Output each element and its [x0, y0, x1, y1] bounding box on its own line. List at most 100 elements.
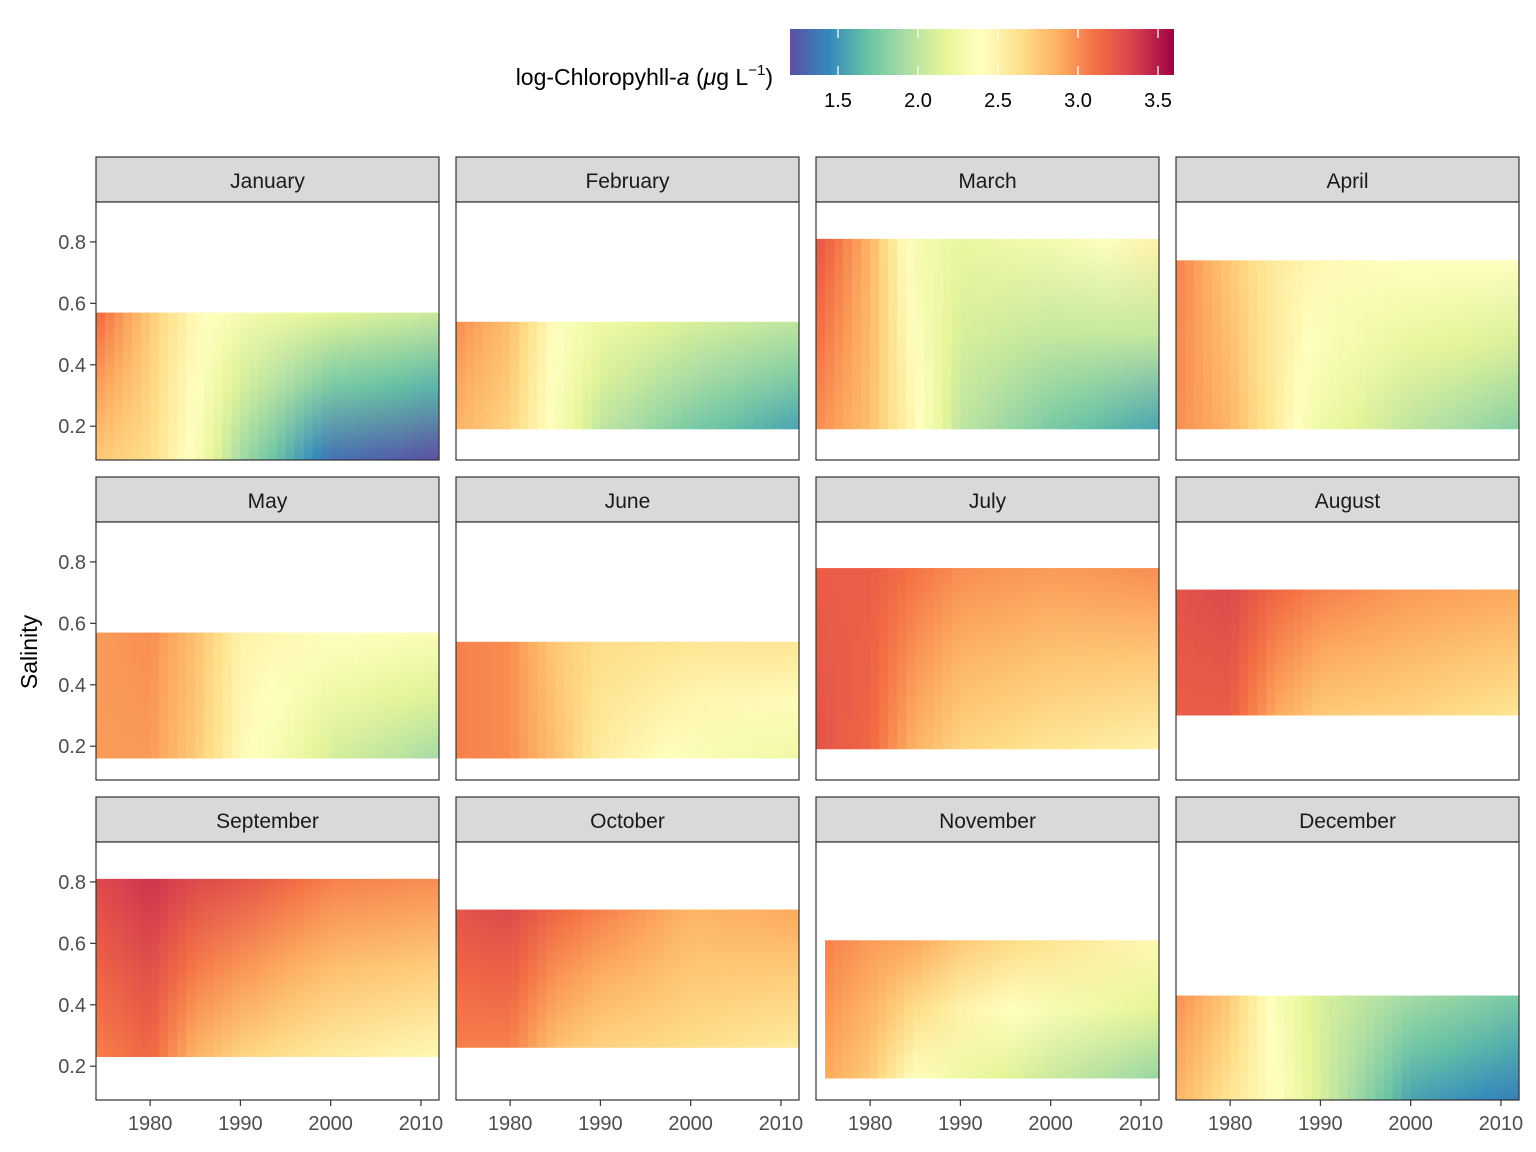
heatmap-cell [1284, 260, 1294, 430]
heatmap-cell [690, 641, 701, 759]
heatmap-cell [366, 632, 377, 759]
x-tick-label: 1980 [488, 1113, 533, 1135]
heatmap-cell [780, 321, 791, 430]
heatmap-cell [1338, 260, 1349, 430]
heatmap-cell [1077, 238, 1088, 430]
heatmap-cell [1032, 238, 1043, 430]
heatmap-cell [330, 878, 341, 1057]
heatmap-cell [312, 632, 323, 759]
heatmap-cell [357, 632, 368, 759]
heatmap-cell [1347, 589, 1358, 716]
heatmap-cell [708, 321, 719, 430]
heatmap-cell [528, 641, 538, 759]
facet-strip [455, 476, 800, 523]
facet-strip [455, 796, 800, 843]
heatmap-cell [960, 568, 971, 750]
heatmap-cell [978, 568, 989, 750]
facet-strip-label: June [605, 490, 651, 513]
x-tick-label: 1990 [218, 1113, 263, 1135]
heatmap-cell [600, 909, 611, 1048]
panel-june: June [455, 476, 800, 781]
heatmap-cell [1482, 260, 1493, 430]
heatmap-cell [1050, 568, 1061, 750]
heatmap-cell [1410, 589, 1421, 716]
heatmap-cell [843, 238, 853, 430]
heatmap-cell [555, 641, 565, 759]
colorbar-tick-label: 2.0 [904, 90, 932, 112]
heatmap-cell [276, 878, 287, 1057]
panel-july: July [815, 476, 1160, 781]
heatmap-cell [159, 878, 169, 1057]
heatmap-cell [942, 238, 952, 430]
heatmap-cell [1509, 589, 1520, 716]
heatmap-cell [1212, 260, 1222, 430]
heatmap-cell [249, 878, 260, 1057]
heatmap-cell [375, 312, 386, 460]
heatmap-cell [861, 568, 871, 750]
heatmap-cell [528, 321, 538, 430]
heatmap-cell [1347, 260, 1358, 430]
heatmap-cell [969, 238, 980, 430]
heatmap-cell [123, 632, 133, 759]
heatmap-cell [1041, 238, 1052, 430]
facet-strip-label: January [230, 170, 305, 193]
colorbar-tick-label: 3.0 [1064, 90, 1092, 112]
y-tick-label: 0.2 [58, 416, 86, 438]
heatmap-cell [555, 321, 565, 430]
heatmap-cell [114, 878, 124, 1057]
heatmap-cell [1104, 568, 1115, 750]
x-tick-label: 1990 [578, 1113, 623, 1135]
heatmap-cell [1428, 589, 1439, 716]
heatmap-cell [744, 909, 755, 1048]
heatmap-cell [231, 312, 242, 460]
heatmap-cell [1491, 589, 1502, 716]
heatmap-cell [96, 878, 106, 1057]
heatmap-cell [141, 312, 151, 460]
heatmap-cell [141, 878, 151, 1057]
heatmap-cell [654, 321, 665, 430]
heatmap-cell [573, 321, 583, 430]
heatmap-cell [276, 632, 287, 759]
heatmap-cell [948, 940, 958, 1079]
heatmap-cell [1095, 238, 1106, 430]
facet-strip-label: May [248, 490, 288, 513]
panel-border [815, 841, 1160, 1101]
heatmap-cell [1027, 940, 1037, 1079]
heatmap-cell [1401, 589, 1412, 716]
heatmap-cell [1329, 995, 1340, 1100]
heatmap-cell [1113, 568, 1124, 750]
heatmap-cell [681, 909, 692, 1048]
heatmap-cell [1275, 589, 1285, 716]
y-tick-label: 0.2 [58, 1056, 86, 1078]
heatmap-cell [1311, 260, 1322, 430]
heatmap-cell [960, 238, 971, 430]
heatmap-cell [294, 312, 305, 460]
heatmap-cell [186, 632, 196, 759]
heatmap-cell [1383, 589, 1394, 716]
heatmap-cell [1000, 940, 1011, 1079]
heatmap-cell [1212, 589, 1222, 716]
heatmap-cell [600, 321, 611, 430]
heatmap-cell [1071, 940, 1081, 1079]
heatmap-cell [321, 632, 332, 759]
heatmap-cell [195, 632, 205, 759]
heatmap-cell [1203, 260, 1213, 430]
heatmap-cell [492, 641, 502, 759]
heatmap-cell [1185, 260, 1195, 430]
heatmap-cell [618, 321, 629, 430]
heatmap-cell [204, 312, 214, 460]
heatmap-cell [1320, 260, 1331, 430]
heatmap-cell [114, 312, 124, 460]
facet-strip-label: November [939, 810, 1036, 833]
heatmap-cell [420, 312, 431, 460]
heatmap-cell [672, 321, 683, 430]
heatmap-cell [654, 909, 665, 1048]
y-tick-label: 0.8 [58, 872, 86, 894]
heatmap-cell [510, 641, 520, 759]
panel-october: October 1980 1990 2000 2010 [455, 796, 803, 1135]
heatmap-cell [1266, 589, 1276, 716]
heatmap-cell [924, 238, 934, 430]
heatmap-cell [582, 909, 592, 1048]
heatmap-cell [1437, 995, 1448, 1100]
x-tick-label: 2010 [1479, 1113, 1524, 1135]
